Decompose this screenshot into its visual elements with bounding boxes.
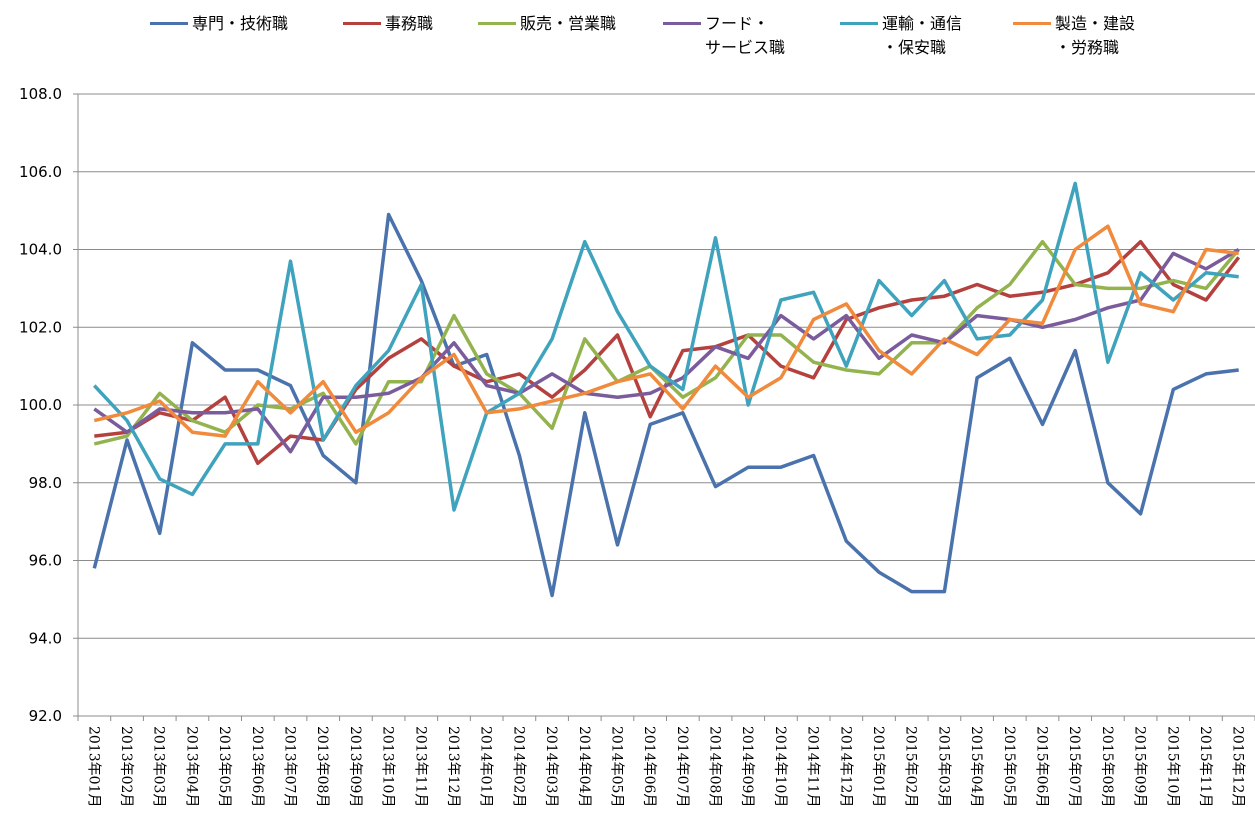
y-tick-label: 92.0	[29, 707, 62, 725]
y-tick-label: 106.0	[19, 163, 62, 181]
y-tick-label: 96.0	[29, 552, 62, 570]
legend-item: 販売・営業職	[478, 12, 616, 36]
legend-label: 製造・建設 ・労務職	[1055, 14, 1136, 57]
legend-label: 事務職	[385, 14, 434, 33]
x-tick-label: 2015年10月	[1164, 726, 1180, 807]
x-tick-label: 2014年01月	[478, 726, 494, 807]
x-tick-label: 2014年09月	[739, 726, 755, 807]
y-tick-label: 102.0	[19, 318, 62, 336]
x-tick-label: 2015年05月	[1001, 726, 1017, 807]
x-tick-label: 2013年12月	[445, 726, 461, 807]
x-tick-label: 2014年10月	[772, 726, 788, 807]
x-tick-label: 2013年05月	[216, 726, 232, 807]
legend-swatch	[840, 22, 878, 25]
series-line	[93, 247, 1240, 454]
x-tick-label: 2013年09月	[347, 726, 363, 807]
legend-item: フード・ サービス職	[663, 12, 785, 60]
legend-label: 専門・技術職	[192, 14, 289, 33]
x-tick-label: 2013年02月	[118, 726, 134, 807]
legend-item: 運輸・通信 ・保安職	[840, 12, 962, 60]
legend-swatch	[478, 22, 516, 25]
x-tick-label: 2014年03月	[543, 726, 559, 807]
series-line	[93, 181, 1239, 512]
x-tick-label: 2013年11月	[412, 726, 428, 807]
x-tick-label: 2013年01月	[85, 726, 101, 807]
x-tick-label: 2015年01月	[870, 726, 886, 807]
legend-swatch	[343, 22, 381, 25]
x-tick-label: 2015年04月	[968, 726, 984, 807]
legend-label: フード・ サービス職	[705, 14, 786, 57]
legend-item: 製造・建設 ・労務職	[1013, 12, 1135, 60]
y-tick-label: 104.0	[19, 241, 62, 259]
x-tick-label: 2014年12月	[837, 726, 853, 807]
x-tick-label: 2014年02月	[510, 726, 526, 807]
legend-label: 運輸・通信 ・保安職	[882, 14, 963, 57]
x-tick-label: 2015年08月	[1099, 726, 1115, 807]
series-line	[93, 224, 1239, 438]
legend-item: 事務職	[343, 12, 433, 36]
x-tick-label: 2013年04月	[183, 726, 199, 807]
legend: 専門・技術職 事務職 販売・営業職 フード・ サービス職 運輸・通信 ・保安職 製造・建設…	[0, 12, 1255, 72]
x-tick-label: 2014年11月	[805, 726, 821, 807]
y-tick-label: 108.0	[19, 85, 62, 103]
x-tick-label: 2013年08月	[314, 726, 330, 807]
x-tick-label: 2014年07月	[674, 726, 690, 807]
legend-swatch	[1013, 22, 1051, 25]
x-tick-label: 2015年12月	[1230, 726, 1246, 807]
x-tick-label: 2013年03月	[151, 726, 167, 807]
legend-item: 専門・技術職	[150, 12, 288, 36]
x-tick-label: 2014年05月	[608, 726, 624, 807]
x-tick-label: 2014年04月	[576, 726, 592, 807]
x-tick-label: 2015年09月	[1132, 726, 1148, 807]
y-tick-label: 94.0	[29, 629, 62, 647]
y-tick-label: 100.0	[19, 396, 62, 414]
x-tick-label: 2015年11月	[1197, 726, 1213, 807]
x-tick-label: 2013年07月	[282, 726, 298, 807]
series-line	[92, 212, 1239, 598]
x-tick-label: 2014年08月	[707, 726, 723, 807]
x-tick-label: 2015年02月	[903, 726, 919, 807]
legend-label: 販売・営業職	[520, 14, 617, 33]
x-tick-label: 2013年10月	[380, 726, 396, 807]
legend-swatch	[663, 22, 701, 25]
x-tick-label: 2015年06月	[1033, 726, 1049, 807]
x-tick-label: 2013年06月	[249, 726, 265, 807]
x-tick-label: 2014年06月	[641, 726, 657, 807]
legend-swatch	[150, 22, 188, 25]
x-tick-label: 2015年03月	[935, 726, 951, 807]
x-tick-label: 2015年07月	[1066, 726, 1082, 807]
y-tick-label: 98.0	[29, 474, 62, 492]
